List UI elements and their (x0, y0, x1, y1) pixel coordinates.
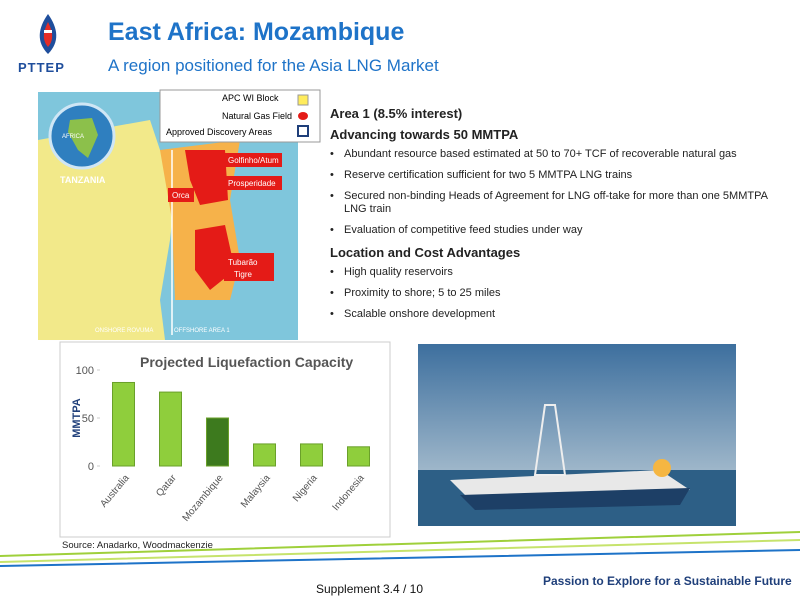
map-legend-label: APC WI Block (222, 93, 279, 103)
bullet: Evaluation of competitive feed studies u… (330, 224, 780, 237)
map-legend-label: Natural Gas Field (222, 111, 292, 121)
map (38, 89, 321, 340)
map-label: TANZANIA (60, 175, 106, 185)
bar (347, 446, 370, 467)
slogan: Passion to Explore for a Sustainable Fut… (543, 574, 792, 588)
logo (39, 14, 57, 54)
map-label: Prosperidade (228, 179, 276, 188)
source: Source: Anadarko, Woodmackenzie (62, 540, 213, 551)
map-label: Tubarão (228, 258, 258, 267)
footer-label: Supplement (316, 582, 381, 596)
bullet: Secured non-binding Heads of Agreement f… (330, 190, 780, 216)
bullet: Proximity to shore; 5 to 25 miles (330, 287, 780, 300)
title: East Africa: Mozambique (108, 18, 405, 46)
y-tick-label: 100 (76, 365, 94, 377)
bullets: Abundant resource based estimated at 50 … (330, 148, 780, 237)
bar (206, 417, 229, 467)
photo (418, 344, 736, 526)
page-number: 3.4 / 10 (383, 582, 424, 596)
map-legend-label: Approved Discovery Areas (166, 127, 273, 137)
y-tick-label: 50 (82, 413, 94, 425)
map-label: ONSHORE ROVUMA (95, 328, 153, 334)
map-label: OFFSHORE AREA 1 (174, 328, 230, 334)
bullet: Reserve certification sufficient for two… (330, 169, 780, 182)
y-tick-label: 0 (88, 461, 94, 473)
y-axis-label: MMTPA (71, 398, 83, 438)
bullet: Scalable onshore development (330, 308, 780, 321)
logo-text: PTTEP (18, 60, 65, 75)
heading: Area 1 (8.5% interest) (330, 106, 463, 121)
bar (253, 443, 276, 467)
heading: Advancing towards 50 MMTPA (330, 127, 519, 142)
bar (112, 381, 135, 467)
map-label: AFRICA (62, 134, 84, 140)
subtitle: A region positioned for the Asia LNG Mar… (108, 56, 439, 75)
chart-title: Projected Liquefaction Capacity (140, 354, 353, 370)
bar (159, 391, 182, 467)
bar (300, 443, 323, 467)
map-label: Tigre (234, 270, 252, 279)
bullet: High quality reservoirs (330, 266, 780, 279)
bullets: High quality reservoirs Proximity to sho… (330, 266, 780, 321)
map-label: Golfinho/Atum (228, 156, 279, 165)
bullet: Abundant resource based estimated at 50 … (330, 148, 780, 161)
heading: Location and Cost Advantages (330, 245, 521, 260)
text-panel: Area 1 (8.5% interest) Advancing towards… (330, 106, 780, 329)
map-label: Orca (172, 191, 190, 200)
